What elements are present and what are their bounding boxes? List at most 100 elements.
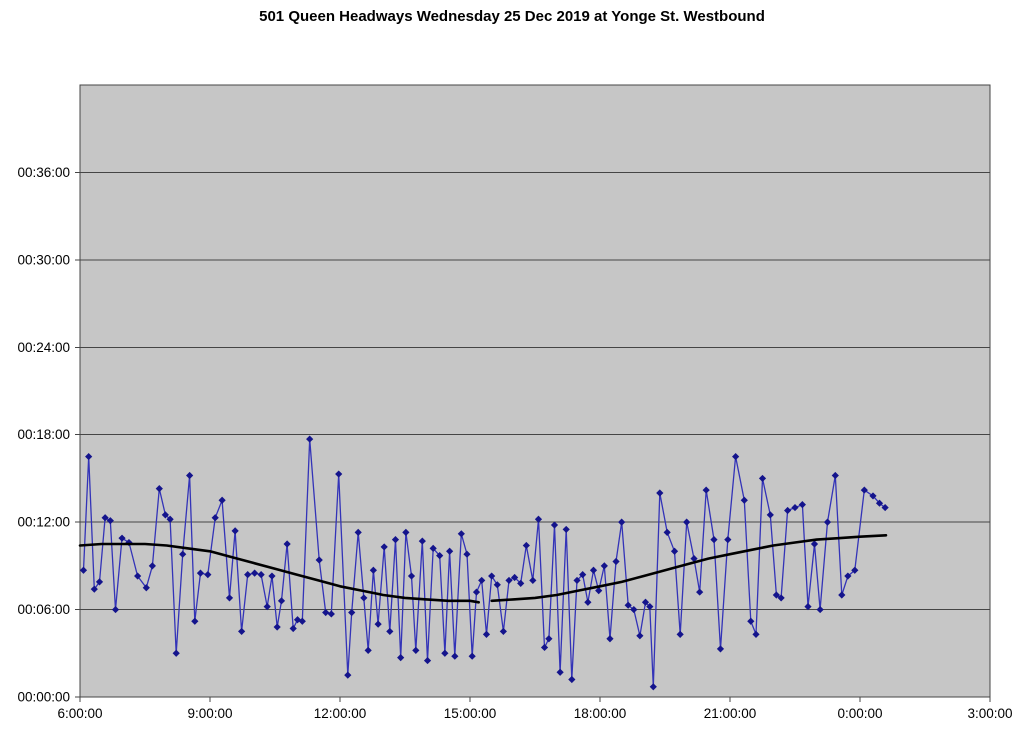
y-tick-label: 00:30:00 xyxy=(17,252,70,267)
data-point-marker xyxy=(670,547,679,555)
data-point-marker xyxy=(90,585,98,593)
data-point-marker xyxy=(630,605,638,614)
data-point-marker xyxy=(407,572,416,580)
data-point-marker xyxy=(179,550,187,558)
data-point-marker xyxy=(251,569,259,577)
data-point-marker xyxy=(380,543,388,551)
data-point-marker xyxy=(663,528,671,536)
data-point-marker xyxy=(125,538,133,547)
data-point-marker xyxy=(391,536,400,544)
data-point-marker xyxy=(418,537,426,545)
data-point-marker xyxy=(231,527,239,535)
data-point-marker xyxy=(472,588,481,596)
data-point-marker xyxy=(161,511,169,519)
data-point-marker xyxy=(196,569,205,577)
data-point-marker xyxy=(354,528,362,536)
data-point-marker xyxy=(798,501,806,509)
data-point-marker xyxy=(118,534,126,542)
data-point-marker xyxy=(568,675,576,684)
data-point-marker xyxy=(804,603,812,611)
data-point-marker xyxy=(766,511,774,519)
data-point-marker xyxy=(482,630,491,638)
data-point-marker xyxy=(142,584,150,592)
data-point-marker xyxy=(344,671,352,679)
data-point-marker xyxy=(844,572,852,580)
data-point-marker xyxy=(191,617,199,625)
data-point-marker xyxy=(573,576,581,585)
data-point-marker xyxy=(204,571,212,579)
data-point-marker xyxy=(758,474,767,483)
y-tick-label: 00:00:00 xyxy=(17,690,70,705)
data-point-marker xyxy=(106,517,114,525)
data-point-marker xyxy=(606,635,614,643)
data-point-marker xyxy=(218,496,226,504)
x-tick-label: 15:00:00 xyxy=(444,706,497,721)
data-point-marker xyxy=(273,623,281,631)
data-point-marker xyxy=(451,652,459,660)
data-point-marker xyxy=(148,562,156,570)
data-point-marker xyxy=(810,540,819,548)
data-point-marker xyxy=(101,514,109,522)
data-point-marker xyxy=(429,544,437,552)
plot-area xyxy=(80,85,990,697)
data-point-marker xyxy=(493,581,501,589)
data-point-marker xyxy=(360,594,368,602)
data-point-marker xyxy=(636,632,644,640)
data-point-marker xyxy=(134,572,142,580)
plot-border xyxy=(79,84,991,698)
data-point-marker xyxy=(777,594,785,602)
data-point-marker xyxy=(505,576,513,585)
data-point-marker xyxy=(468,652,476,660)
data-point-marker xyxy=(95,578,104,586)
data-point-marker xyxy=(315,556,323,564)
data-point-marker xyxy=(238,627,246,636)
data-point-marker xyxy=(646,603,654,611)
x-tick-label: 18:00:00 xyxy=(574,706,627,721)
data-point-marker xyxy=(172,649,180,657)
data-point-marker xyxy=(289,624,297,633)
data-point-marker xyxy=(79,566,88,574)
data-point-marker xyxy=(816,605,824,614)
data-point-marker xyxy=(534,515,543,523)
data-point-marker xyxy=(211,514,219,522)
chart-title: 501 Queen Headways Wednesday 25 Dec 2019… xyxy=(259,8,765,25)
data-point-marker xyxy=(702,486,710,494)
data-point-marker xyxy=(85,452,93,461)
data-point-marker xyxy=(595,587,603,595)
data-point-marker xyxy=(791,503,799,512)
y-tick-label: 00:36:00 xyxy=(17,165,70,180)
data-point-marker xyxy=(600,562,608,570)
x-tick-label: 0:00:00 xyxy=(837,706,882,721)
data-point-marker xyxy=(831,471,839,480)
data-point-marker xyxy=(436,552,444,560)
data-point-marker xyxy=(397,654,405,662)
data-point-marker xyxy=(369,566,377,574)
data-point-marker xyxy=(457,530,465,538)
data-point-marker xyxy=(690,554,698,563)
data-point-marker xyxy=(186,471,194,480)
data-point-marker xyxy=(649,683,657,691)
data-point-marker xyxy=(441,649,449,657)
data-point-marker xyxy=(881,503,889,512)
data-point-marker xyxy=(111,605,120,614)
data-point-marker xyxy=(327,610,335,618)
data-point-marker xyxy=(562,525,570,534)
x-tick-label: 3:00:00 xyxy=(967,706,1012,721)
data-point-marker xyxy=(732,452,740,461)
data-point-marker xyxy=(374,620,382,628)
data-point-marker xyxy=(851,566,859,574)
y-tick-label: 00:06:00 xyxy=(17,602,70,617)
data-point-marker xyxy=(423,656,432,665)
data-point-marker xyxy=(784,506,792,515)
data-point-marker xyxy=(772,591,780,599)
data-point-marker xyxy=(364,646,372,654)
data-point-marker xyxy=(656,489,664,497)
data-point-marker xyxy=(488,572,496,580)
x-tick-label: 21:00:00 xyxy=(704,706,757,721)
data-point-marker xyxy=(716,645,725,653)
data-point-marker xyxy=(257,571,265,579)
data-point-marker xyxy=(545,635,553,643)
data-point-marker xyxy=(244,571,252,579)
data-point-marker xyxy=(499,627,507,636)
